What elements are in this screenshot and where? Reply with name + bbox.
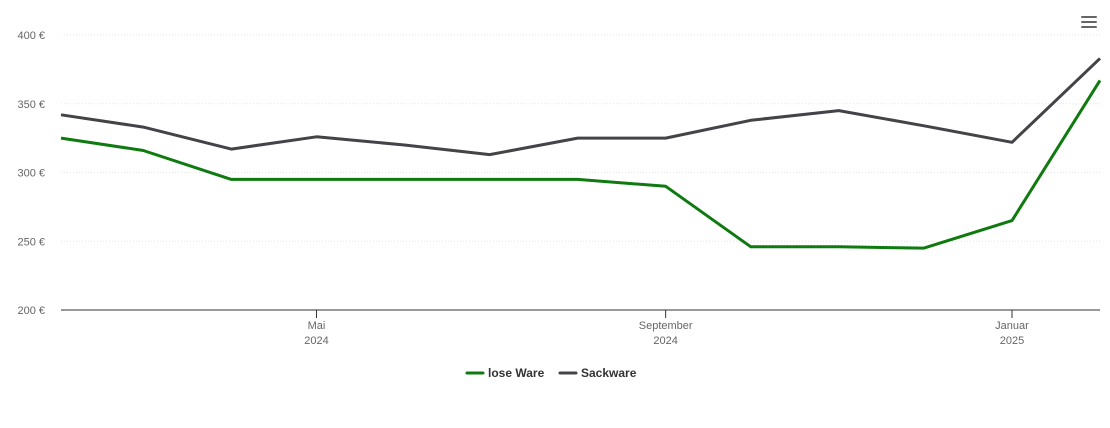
- y-tick-label: 300 €: [17, 168, 45, 180]
- x-tick-label-line: 2024: [304, 335, 328, 347]
- y-tick-label: 400 €: [17, 30, 45, 42]
- legend-item[interactable]: Sackware: [558, 366, 637, 380]
- legend-label: lose Ware: [488, 366, 545, 380]
- x-tick-label-line: 2025: [1000, 335, 1024, 347]
- series-line: [60, 57, 1102, 157]
- legend-item[interactable]: lose Ware: [465, 366, 545, 380]
- x-tick-label: September 2024: [639, 320, 693, 347]
- legend-label: Sackware: [581, 366, 637, 380]
- menu-bar: [1081, 26, 1097, 28]
- x-tick-label-line: 2024: [653, 335, 677, 347]
- series-line: [60, 79, 1102, 250]
- x-tick-label: Januar 2025: [995, 320, 1029, 347]
- y-tick-label: 350 €: [17, 99, 45, 111]
- menu-bar: [1081, 16, 1097, 18]
- menu-bar: [1081, 21, 1097, 23]
- x-tick-label-line: September: [639, 320, 693, 332]
- y-tick-label: 250 €: [17, 236, 45, 248]
- y-tick-label: 200 €: [17, 305, 45, 317]
- x-tick-label-line: Januar: [995, 320, 1029, 332]
- x-tick-label: Mai 2024: [304, 320, 328, 347]
- menu-button[interactable]: [1081, 16, 1097, 28]
- x-tick-label-line: Mai: [308, 320, 326, 332]
